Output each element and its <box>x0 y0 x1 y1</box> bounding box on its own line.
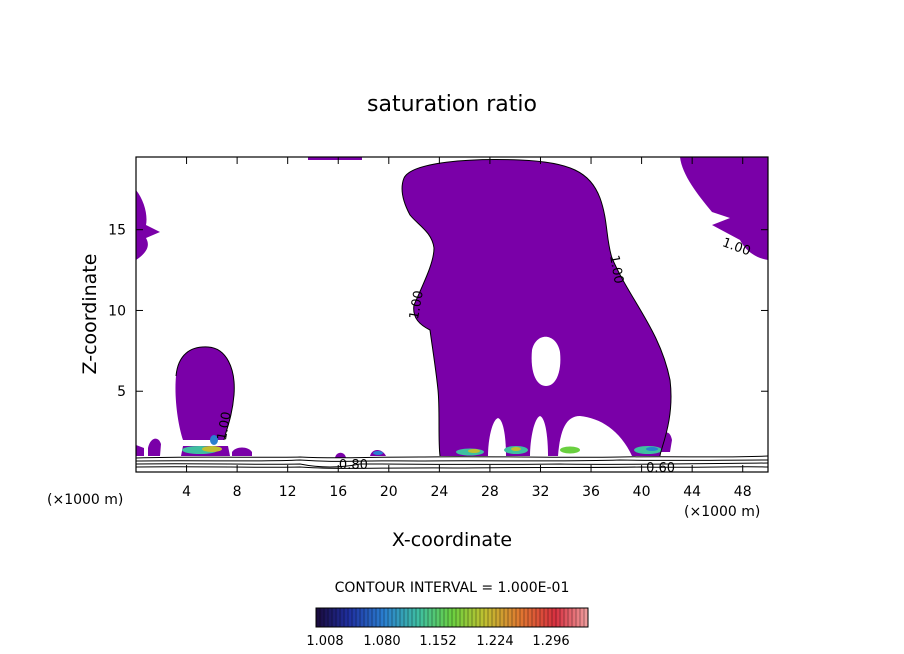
contour-label: 0.60 <box>646 461 675 476</box>
plume-gap-2 <box>530 416 548 456</box>
contour-regions <box>136 157 768 469</box>
small-cell-b <box>232 447 252 456</box>
chart-title: saturation ratio <box>367 92 537 117</box>
plume-hole <box>531 336 561 386</box>
y-tick-label: 10 <box>108 303 126 319</box>
colorbar-gradient <box>315 607 589 628</box>
colorbar-tick-label: 1.152 <box>419 634 456 649</box>
contour-label: 1.00 <box>215 411 235 442</box>
surface-contours <box>136 455 768 469</box>
x-tick-label: 28 <box>481 484 499 500</box>
contour-label: 0.80 <box>339 458 368 473</box>
right-small-cell <box>660 432 672 452</box>
colorbar-tick-label: 1.008 <box>306 634 343 649</box>
colorbar-tick-labels: 1.008 1.080 1.152 1.224 1.296 <box>306 634 569 649</box>
small-cell-f <box>136 445 144 456</box>
contour-label: 1.00 <box>407 289 427 320</box>
colorbar: 1.008 1.080 1.152 1.224 1.296 <box>306 607 589 649</box>
colorbar-stripes <box>315 608 585 627</box>
plume-gap-3 <box>558 416 632 456</box>
x-tick-label: 20 <box>380 484 398 500</box>
x-unit-left: (×1000 m) <box>47 492 123 508</box>
y-tick-label: 15 <box>108 223 126 239</box>
left-cloud-top <box>136 190 160 260</box>
contour-interval-text: CONTOUR INTERVAL = 1.000E-01 <box>335 580 570 596</box>
right-cloud-top <box>680 157 768 260</box>
colorbar-tick-label: 1.224 <box>476 634 513 649</box>
x-tick-label: 44 <box>683 484 701 500</box>
x-unit-right: (×1000 m) <box>684 504 760 520</box>
x-tick-label: 40 <box>633 484 651 500</box>
high-spots <box>182 435 662 456</box>
contour-label: 1.00 <box>606 254 626 285</box>
y-tick-label: 5 <box>117 384 126 400</box>
x-tick-label: 8 <box>233 484 242 500</box>
top-strip <box>308 157 362 160</box>
left-cell <box>175 346 235 440</box>
colorbar-tick-label: 1.080 <box>363 634 400 649</box>
x-axis-ticks: 4 8 12 16 20 24 28 32 36 40 44 48 <box>182 157 752 500</box>
x-tick-label: 16 <box>329 484 347 500</box>
x-tick-label: 4 <box>182 484 191 500</box>
x-tick-label: 36 <box>582 484 600 500</box>
plot-frame <box>135 156 769 473</box>
x-tick-label: 48 <box>734 484 752 500</box>
y-axis-ticks: 5 10 15 <box>108 223 768 400</box>
small-cell-a <box>148 438 161 456</box>
x-tick-label: 24 <box>430 484 448 500</box>
x-tick-label: 32 <box>532 484 550 500</box>
x-axis-label: X-coordinate <box>392 529 512 551</box>
colorbar-tick-label: 1.296 <box>532 634 569 649</box>
contour-outlines <box>175 159 672 457</box>
plume-gap-1 <box>488 418 506 456</box>
small-cell-c <box>335 452 346 458</box>
plume-main <box>402 159 672 457</box>
y-axis-label: Z-coordinate <box>79 254 101 375</box>
x-tick-label: 12 <box>279 484 297 500</box>
